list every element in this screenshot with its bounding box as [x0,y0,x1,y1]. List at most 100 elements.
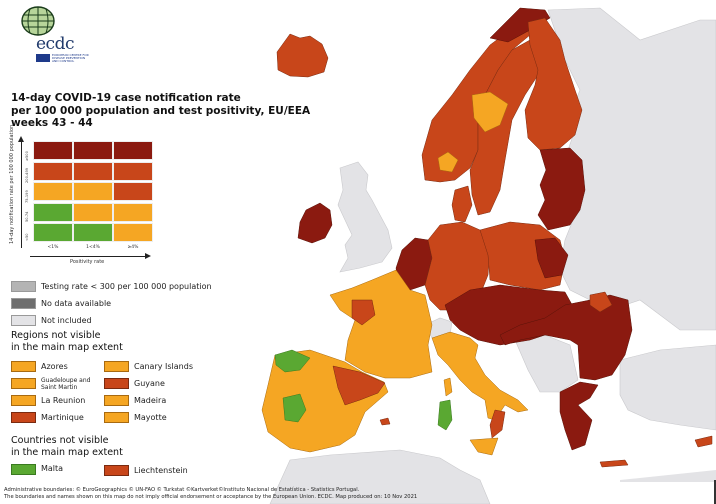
map-region-spain-east [332,365,386,406]
map-region-norway-north [489,7,551,43]
legend-matrix-cell [33,223,73,242]
swatch-testing-rate [11,281,36,292]
legend-matrix-cell [33,202,73,222]
country-label-malta: Malta [41,464,64,473]
col-label: ≥4% [127,245,139,250]
legend-matrix-cell [33,161,73,181]
y-axis-label: 14-day notification rate per 100 000 pop… [9,124,15,244]
countries-title-line-2: in the main map extent [11,447,123,458]
globe-icon [21,6,55,36]
legend-matrix-cell [113,161,153,181]
legend-label-testing-rate: Testing rate < 300 per 100 000 populatio… [41,282,212,291]
map-region-france-west [351,299,376,326]
map-region-finland [524,17,583,151]
footer-line-1: Administrative boundaries: © EuroGeograp… [4,487,360,493]
region-label-martinique: Martinique [41,413,84,422]
x-axis-label: Positivity rate [70,259,105,265]
frame-edge [714,480,716,504]
swatch-malta [11,464,36,475]
map-region-north-africa [269,449,491,504]
map-region-iceland [276,33,329,78]
country-label-liechtenstein: Liechtenstein [134,466,188,475]
region-label-madeira: Madeira [134,396,167,405]
map-region-sicily [469,437,499,456]
map-region-crete [599,459,629,468]
x-axis-line [30,256,148,257]
title-line-2: per 100 000 population and test positivi… [11,104,311,117]
swatch-madeira [104,395,129,406]
region-label-canary-islands: Canary Islands [134,362,193,371]
map-region-romania-ne [589,291,613,313]
footer-line-2: The boundaries and names shown on this m… [4,494,418,500]
region-label-mayotte: Mayotte [134,413,167,422]
region-label-azores: Azores [41,362,68,371]
row-label: 75-199 [25,190,29,203]
swatch-martinique [11,412,36,423]
legend-matrix-cell [73,223,113,242]
swatch-not-included [11,315,36,326]
swatch-canary-islands [104,361,129,372]
ecdc-logo: ecdc EUROPEAN CENTRE FOR DISEASE PREVENT… [10,4,90,64]
col-label: <1% [47,245,59,250]
title-line-1: 14-day COVID-19 case notification rate [11,92,241,104]
logo-subtitle: EUROPEAN CENTRE FOR DISEASE PREVENTION A… [52,53,89,63]
legend-matrix-cell [73,182,113,201]
regions-section-title: Regions not visible in the main map exte… [11,330,123,354]
legend-matrix-cell [73,161,113,181]
swatch-mayotte [104,412,129,423]
swatch-azores [11,361,36,372]
countries-title-line-1: Countries not visible [11,435,109,446]
map-region-poland-east [534,237,569,279]
countries-section-title: Countries not visible in the main map ex… [11,435,123,459]
swatch-guyane [104,378,129,389]
map-region-italy-calabria [489,409,506,439]
map-region-east-backdrop [620,470,716,482]
legend-matrix-cell [33,141,73,160]
map-region-balkans-eu [499,294,633,381]
map-region-spain-central [282,393,307,423]
legend-matrix-cell [73,202,113,222]
map-region-sweden [469,39,541,216]
title-line-3: weeks 43 - 44 [11,117,93,129]
map-region-balearic [379,417,391,426]
logo-wordmark: ecdc [36,34,75,54]
region-label-la-reunion: La Reunion [41,396,86,405]
map-region-france [329,269,433,379]
legend-matrix-cell [113,223,153,242]
map-region-sweden-central [471,91,509,133]
map-region-turkey [619,344,716,431]
legend-matrix-cell [33,182,73,201]
row-label: ≥500 [25,151,29,161]
map-region-baltics [537,147,586,231]
col-label: 1<4% [86,245,100,250]
swatch-liechtenstein [104,465,129,476]
legend-matrix-cell [113,141,153,160]
map-region-uk [337,161,393,273]
legend-label-no-data: No data available [41,299,112,308]
swatch-la-reunion [11,395,36,406]
regions-title-line-1: Regions not visible [11,330,101,341]
legend-matrix-cell [73,141,113,160]
legend-label-not-included: Not included [41,316,92,325]
regions-title-line-2: in the main map extent [11,342,123,353]
region-label-guyane: Guyane [134,379,165,388]
y-axis-line [21,140,22,248]
map-title: 14-day COVID-19 case notification rate p… [11,92,310,130]
map-region-norway-south-inland [437,151,459,173]
attribution-footer: Administrative boundaries: © EuroGeograp… [4,487,417,501]
map-region-ireland [297,202,333,244]
map-region-cyprus [694,435,713,448]
row-label: 50-74 [25,211,29,222]
map-region-denmark [451,185,473,223]
map-region-sardinia [437,399,453,431]
region-label-guadeloupe: Guadeloupe and Saint Martin [41,377,91,391]
row-label: <50 [25,233,29,241]
x-axis-arrow-icon [145,253,151,259]
legend-matrix-cell [113,182,153,201]
map-region-italy [431,331,529,421]
row-label: 200-499 [25,167,29,183]
legend-matrix-cell [113,202,153,222]
eu-flag-icon [36,54,50,62]
map-region-greece [559,381,599,451]
